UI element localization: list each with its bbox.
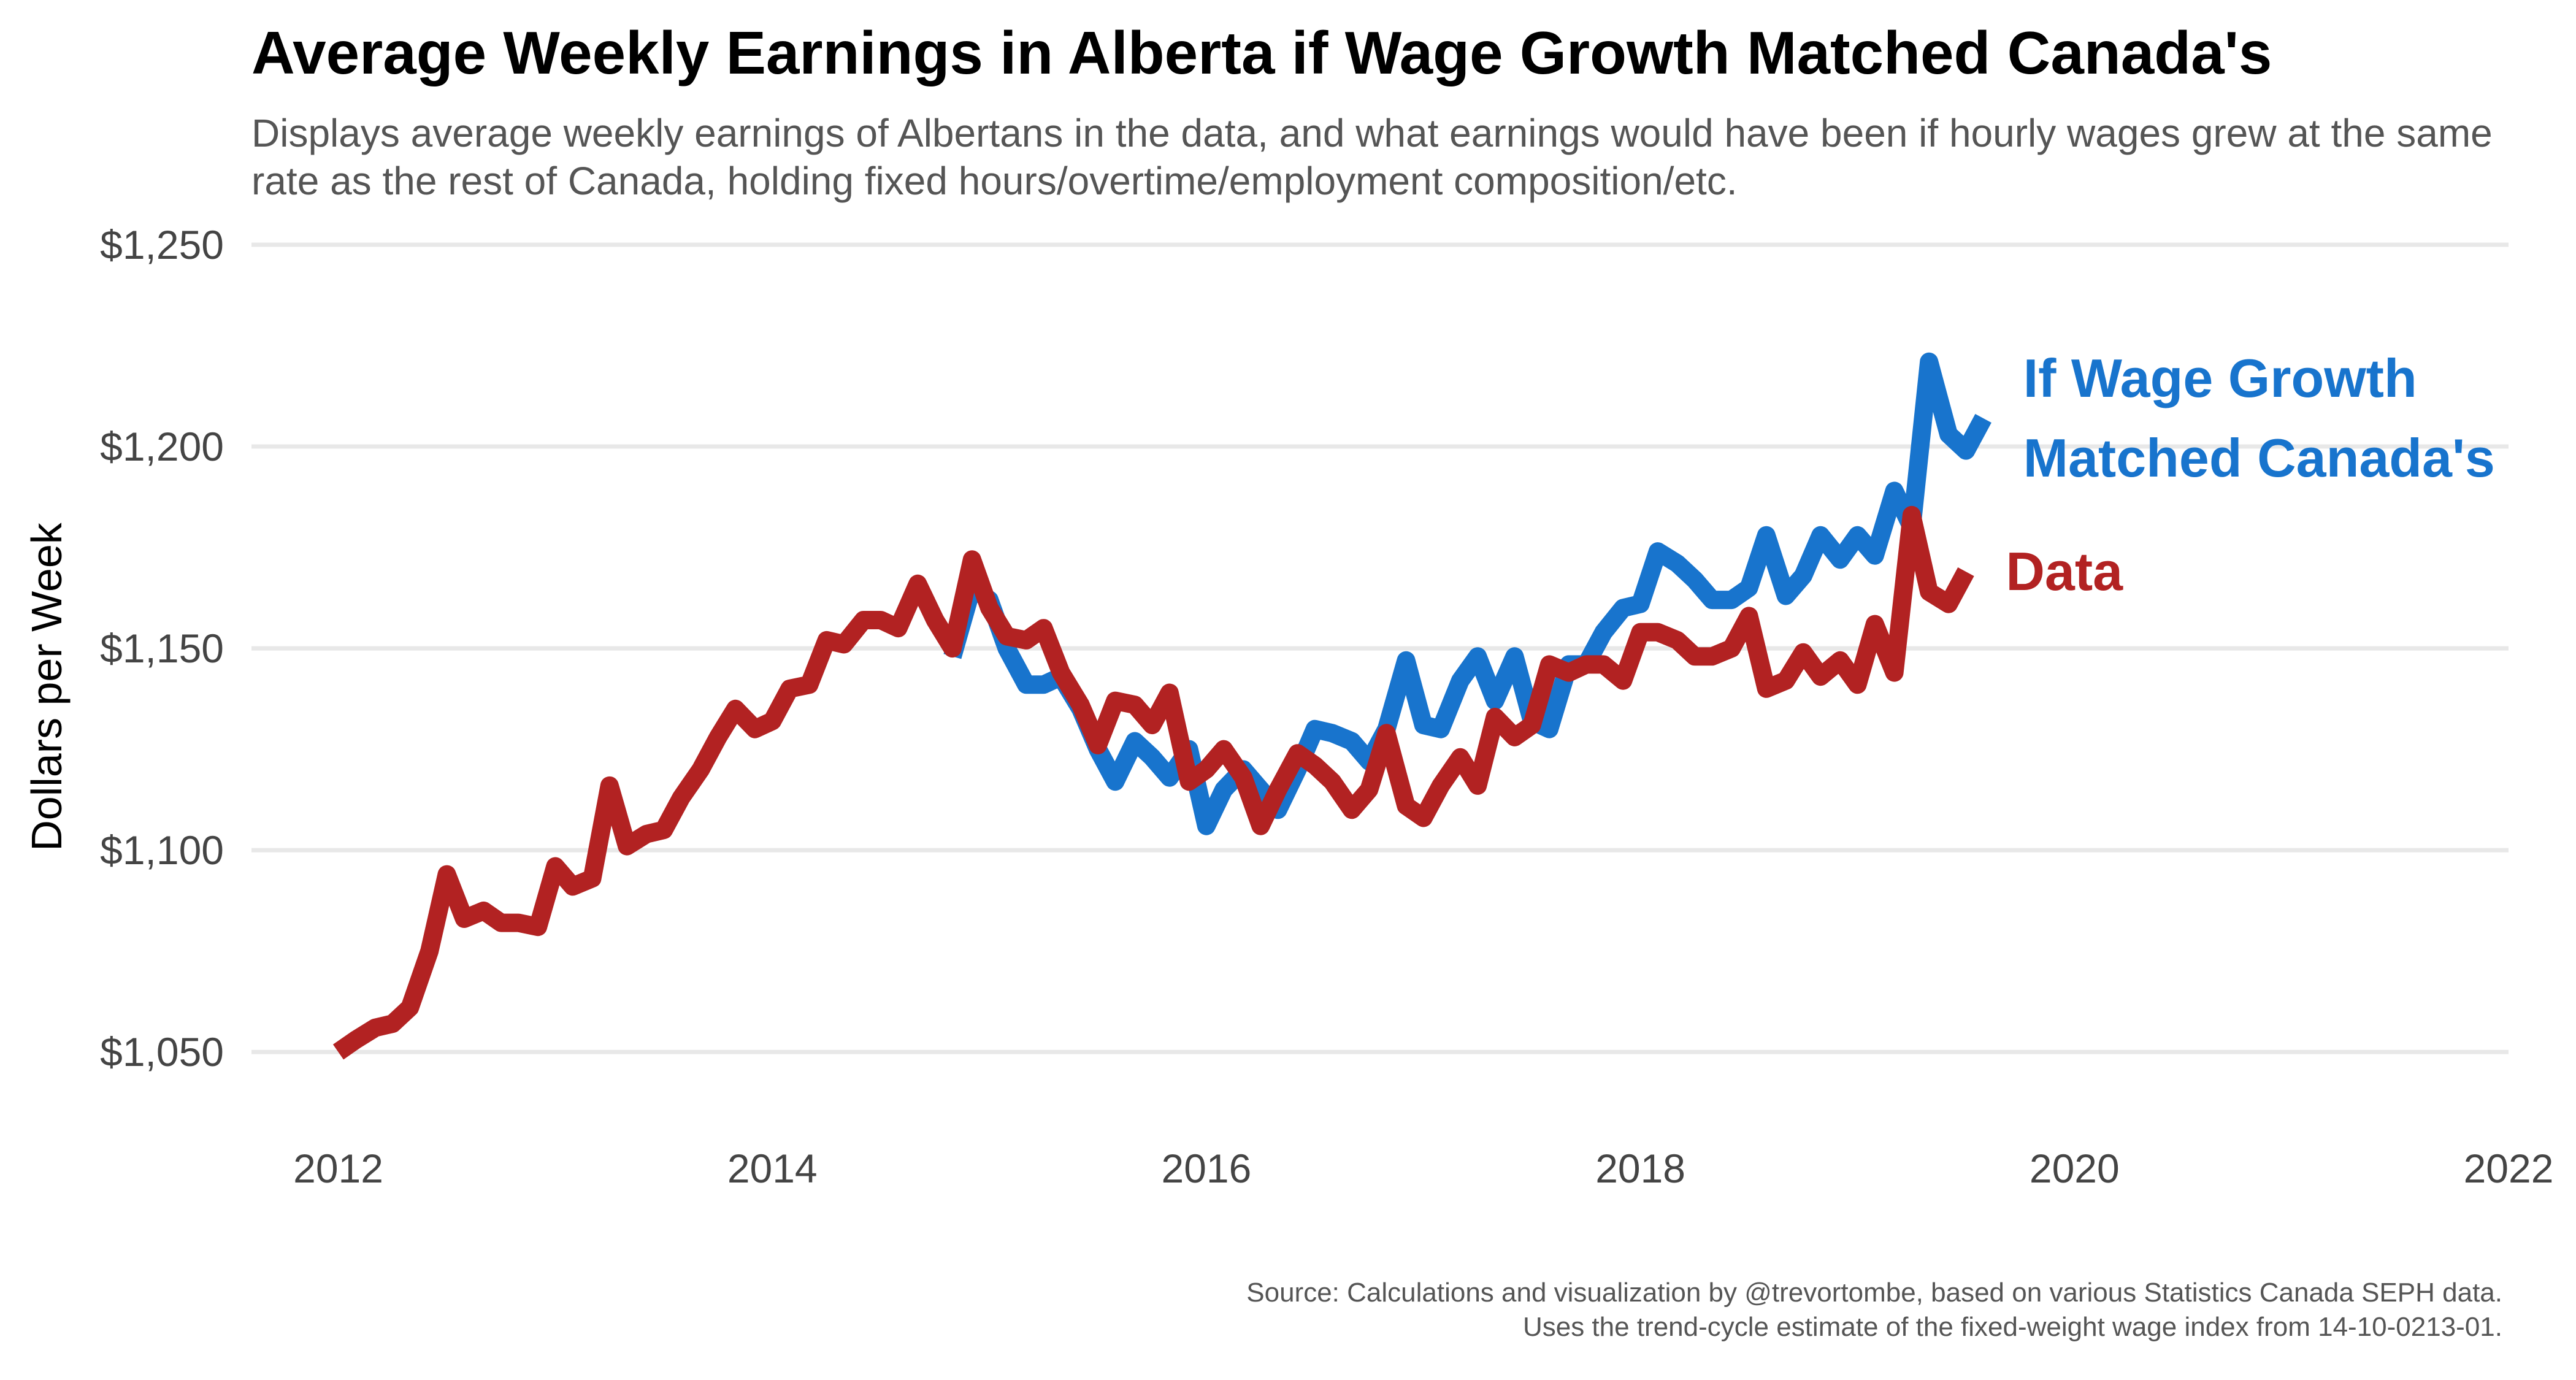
chart-title: Average Weekly Earnings in Alberta if Wa… [251, 19, 2272, 86]
x-tick-label: 2012 [293, 1146, 383, 1191]
series-line-counterfactual [943, 352, 1991, 835]
series-line-data [332, 505, 1974, 1060]
series-lines [332, 352, 1991, 1060]
series-labels: If Wage Growth Matched Canada's Data [2006, 348, 2494, 602]
y-tick-label: $1,050 [100, 1029, 224, 1075]
series-label: If Wage Growth [2023, 348, 2417, 408]
x-tick-label: 2018 [1595, 1146, 1685, 1191]
caption-line-1: Source: Calculations and visualization b… [1246, 1278, 2502, 1308]
y-tick-label: $1,250 [100, 222, 224, 267]
source-caption: Source: Calculations and visualization b… [1246, 1276, 2502, 1344]
y-axis-label: Dollars per Week [23, 522, 71, 851]
x-tick-label: 2020 [2030, 1146, 2120, 1191]
chart-subtitle: Displays average weekly earnings of Albe… [251, 111, 2493, 203]
caption-line-2: Uses the trend-cycle estimate of the fix… [1522, 1312, 2502, 1342]
x-tick-label: 2016 [1162, 1146, 1252, 1191]
x-axis-ticks: 2012 2014 2016 2018 2020 2022 [293, 1146, 2553, 1191]
x-tick-label: 2022 [2464, 1146, 2554, 1191]
y-axis-ticks: $1,050 $1,100 $1,150 $1,200 $1,250 [100, 222, 224, 1075]
y-tick-label: $1,150 [100, 626, 224, 671]
y-tick-label: $1,100 [100, 827, 224, 873]
x-tick-label: 2014 [727, 1146, 818, 1191]
series-label: Data [2006, 541, 2123, 602]
series-label: Matched Canada's [2023, 427, 2495, 488]
y-tick-label: $1,200 [100, 424, 224, 469]
